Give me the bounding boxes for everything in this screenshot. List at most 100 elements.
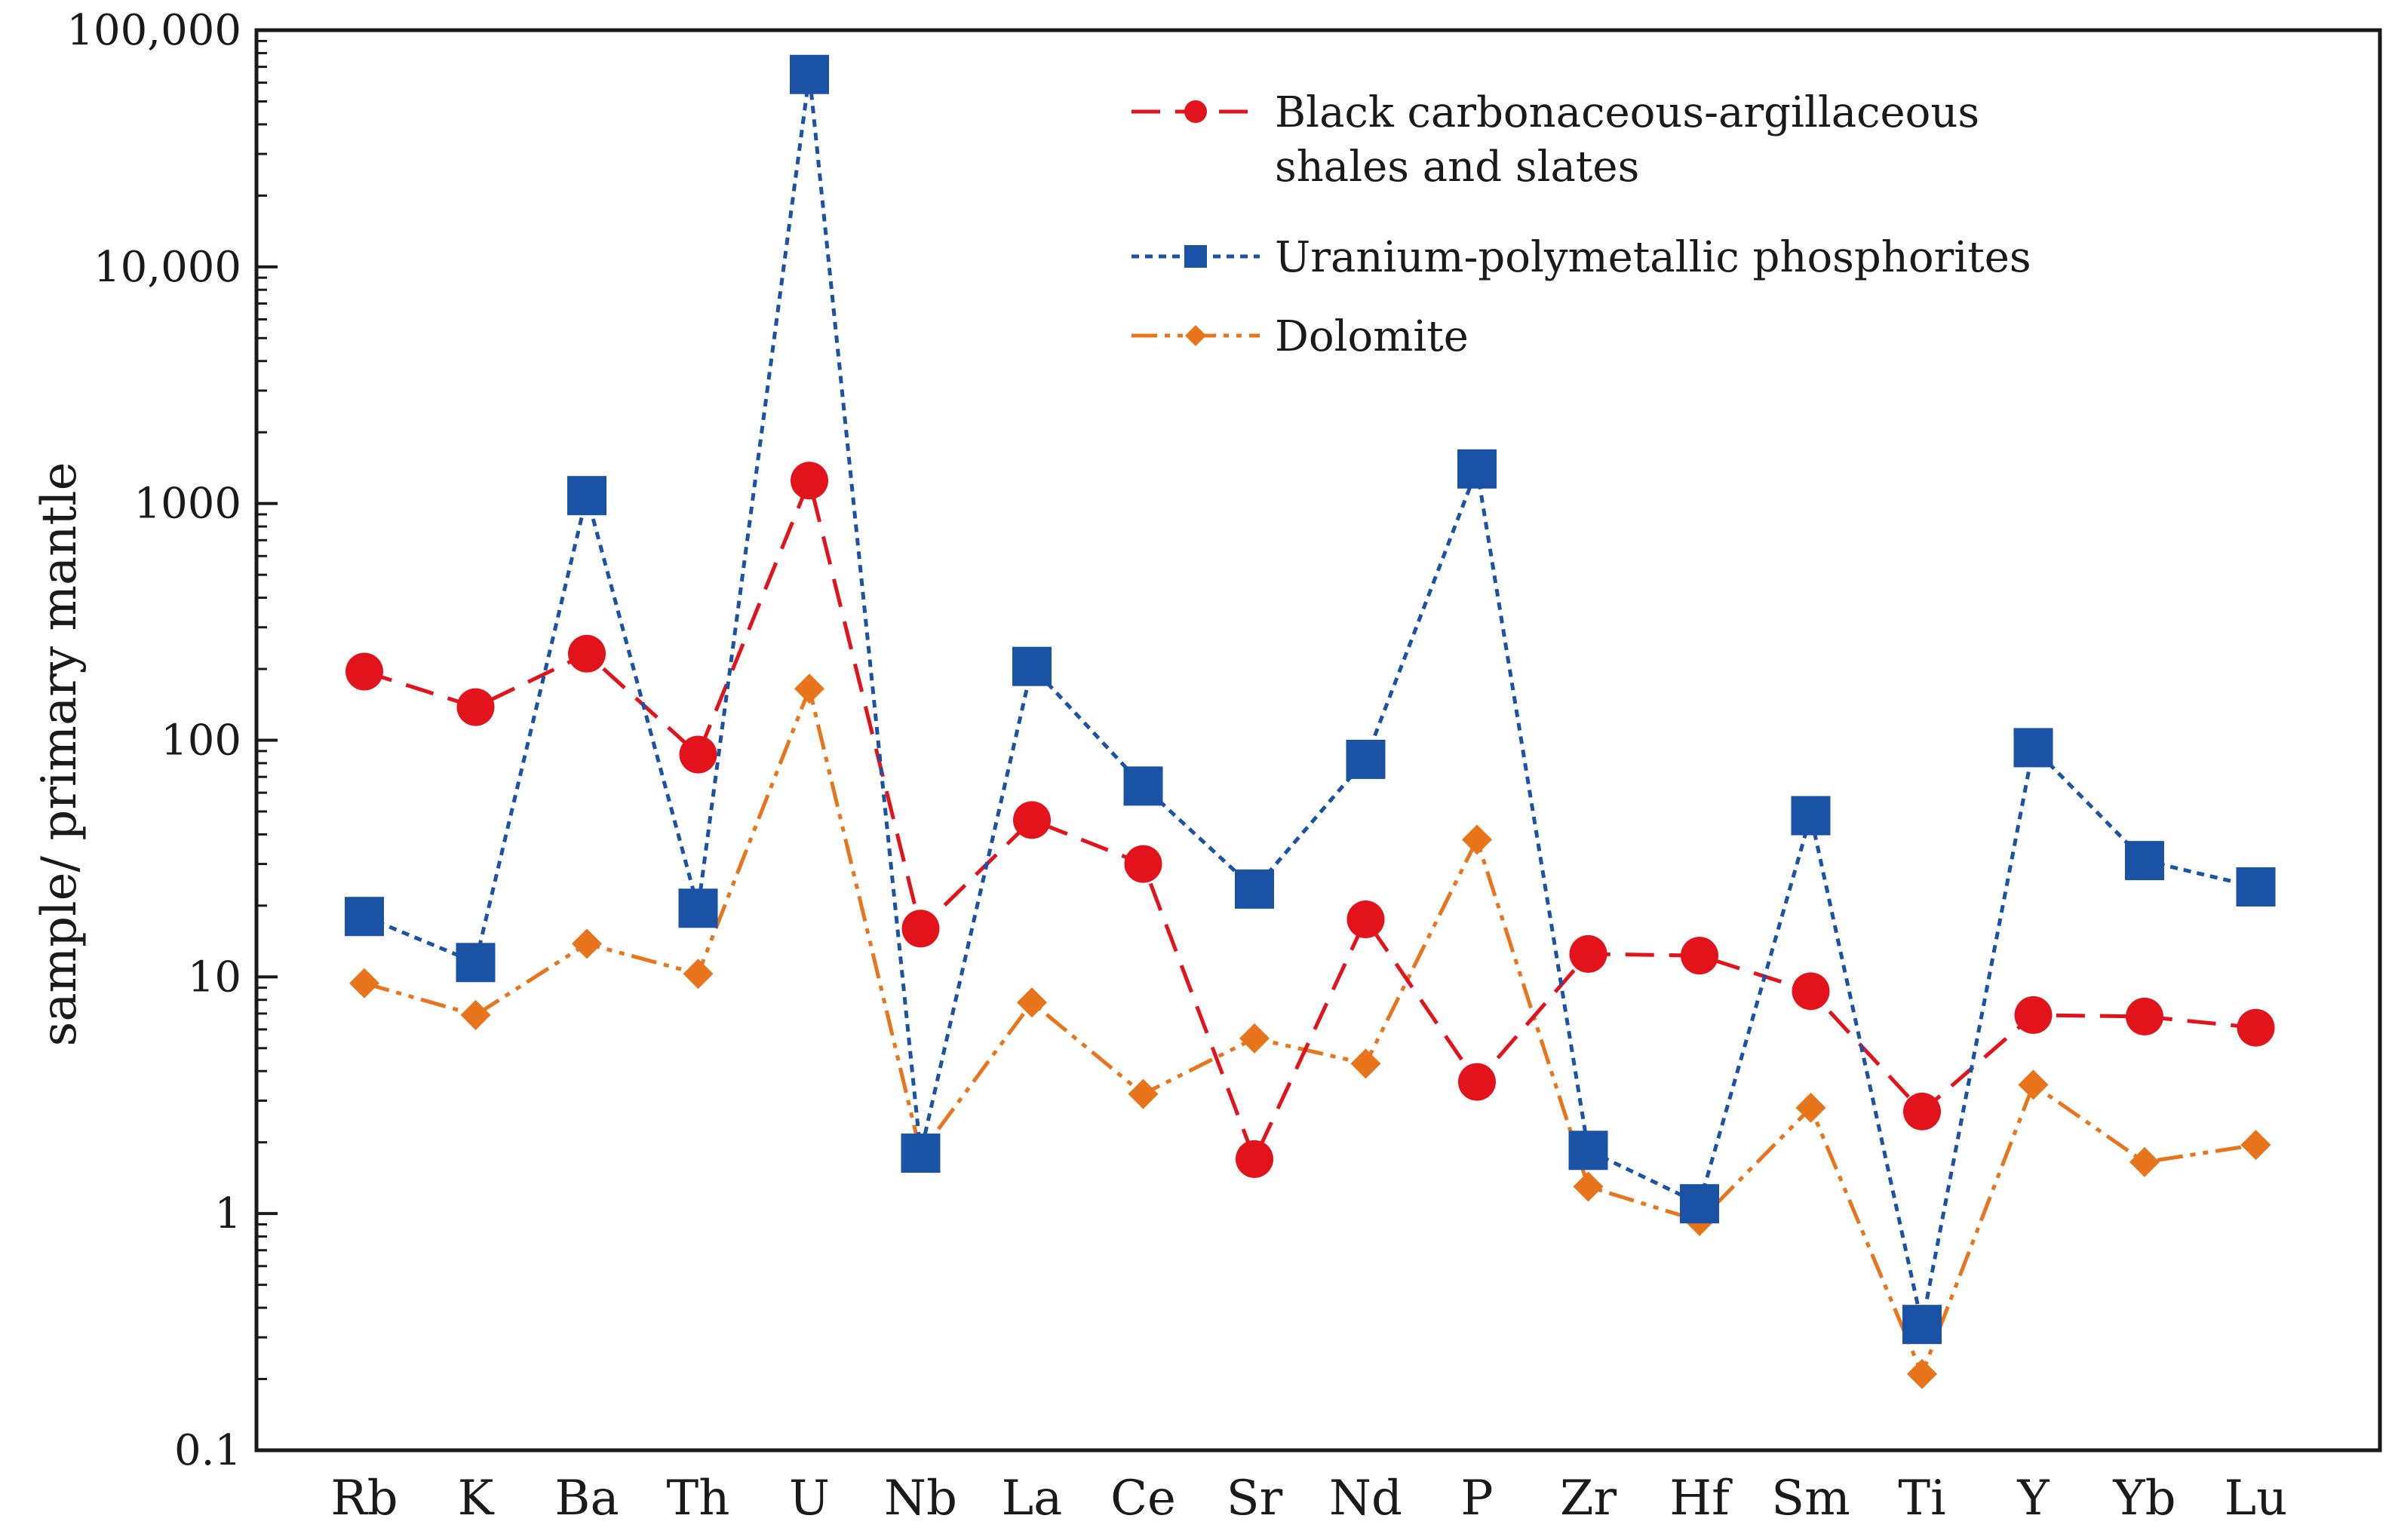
- data-point: [2126, 997, 2163, 1035]
- legend: Black carbonaceous-argillaceous shales an…: [1131, 88, 2031, 361]
- data-point: [1346, 900, 1385, 939]
- data-point: [349, 968, 379, 999]
- data-point: [1235, 869, 1274, 909]
- data-point: [1902, 1305, 1942, 1345]
- series-line: [364, 74, 2257, 1325]
- data-point: [901, 910, 940, 948]
- x-axis-category-labels: Rb K Ba Th U Nb La Ce Sr Nd P Zr Hf Sm Ti Y Yb Lu: [330, 1471, 2287, 1526]
- series-line: [364, 682, 2256, 1379]
- data-point: [1568, 1130, 1608, 1170]
- data-point: [1012, 646, 1052, 686]
- data-point: [2236, 867, 2276, 907]
- x-category-label: Y: [2016, 1471, 2050, 1526]
- series-3: [349, 673, 2271, 1389]
- x-category-label: Lu: [2225, 1471, 2288, 1526]
- x-category-label: P: [1460, 1471, 1493, 1526]
- data-point: [2014, 995, 2053, 1034]
- x-category-label: Zr: [1560, 1471, 1617, 1526]
- y-axis-ticks: [256, 29, 278, 1452]
- data-point: [1907, 1358, 1937, 1389]
- x-category-label: Sm: [1771, 1471, 1850, 1526]
- data-point: [2240, 1130, 2271, 1161]
- legend-label: Dolomite: [1275, 312, 1469, 361]
- data-point: [1680, 1184, 1719, 1224]
- data-point: [1239, 1023, 1270, 1054]
- data-point: [456, 688, 495, 726]
- y-tick-label: 1000: [134, 480, 241, 529]
- data-point: [683, 959, 714, 989]
- data-point: [1457, 449, 1497, 489]
- legend-label: shales and slates: [1275, 143, 1639, 192]
- x-category-label: K: [458, 1471, 495, 1526]
- x-category-label: Th: [667, 1471, 730, 1526]
- data-point: [1795, 1092, 1826, 1123]
- data-point: [2129, 1146, 2160, 1177]
- legend-entry-1: Black carbonaceous-argillaceous shales an…: [1131, 88, 1979, 192]
- x-category-label: Rb: [330, 1471, 398, 1526]
- series-line: [364, 474, 2256, 1164]
- data-point: [678, 888, 718, 928]
- data-point: [1791, 796, 1831, 836]
- data-point: [791, 462, 828, 500]
- data-point: [901, 1134, 941, 1173]
- data-point: [1128, 1078, 1159, 1109]
- x-category-label: Ti: [1898, 1471, 1945, 1526]
- x-category-label: Hf: [1669, 1471, 1733, 1526]
- y-tick-label: 100,000: [66, 6, 241, 55]
- data-point: [1236, 1140, 1273, 1178]
- x-category-label: Sr: [1227, 1471, 1283, 1526]
- data-point: [2013, 728, 2053, 768]
- data-point: [1123, 766, 1163, 806]
- data-point: [345, 652, 383, 691]
- data-point: [1903, 1092, 1941, 1130]
- plot-frame: [254, 28, 2382, 1453]
- data-point: [1350, 1048, 1381, 1079]
- data-point: [794, 673, 824, 704]
- y-axis-label: sample/ primary mantle: [32, 462, 88, 1047]
- data-point: [1017, 987, 1047, 1018]
- data-point: [2018, 1069, 2049, 1100]
- data-point: [1681, 937, 1718, 975]
- x-category-label: Ce: [1110, 1471, 1176, 1526]
- y-tick-label: 10: [188, 953, 241, 1002]
- data-point: [1346, 739, 1386, 779]
- data-point: [567, 476, 606, 516]
- x-category-label: Yb: [2112, 1471, 2175, 1526]
- x-category-label: Nb: [884, 1471, 957, 1526]
- data-point: [1458, 1063, 1496, 1101]
- series-2: [345, 54, 2276, 1345]
- data-point: [1573, 1171, 1604, 1202]
- data-point: [790, 54, 829, 94]
- legend-entry-3: Dolomite: [1131, 312, 1469, 361]
- x-category-label: Nd: [1329, 1471, 1402, 1526]
- data-point: [1124, 845, 1162, 883]
- legend-marker: [1184, 100, 1207, 123]
- y-tick-label: 100: [161, 716, 241, 765]
- y-tick-label: 0.1: [174, 1426, 241, 1475]
- data-point: [2125, 841, 2164, 881]
- series-1: [345, 462, 2275, 1178]
- series-layer: [345, 54, 2276, 1389]
- data-point: [679, 735, 717, 774]
- data-point: [1462, 824, 1492, 855]
- data-point: [1792, 972, 1830, 1011]
- legend-label: Black carbonaceous-argillaceous: [1275, 88, 1979, 137]
- data-point: [1013, 801, 1051, 839]
- y-tick-label: 1: [214, 1189, 241, 1238]
- legend-entry-2: Uranium-polymetallic phosphorites: [1131, 233, 2031, 282]
- y-tick-label: 10,000: [94, 243, 241, 292]
- x-category-label: La: [1002, 1471, 1063, 1526]
- data-point: [456, 943, 496, 983]
- x-category-label: U: [789, 1471, 830, 1526]
- y-axis-tick-labels: 0.1 1 10 100 1000 10,000 100,000: [66, 6, 241, 1475]
- data-point: [1569, 934, 1607, 973]
- x-category-label: Ba: [554, 1471, 619, 1526]
- data-point: [568, 634, 606, 673]
- legend-marker: [1185, 325, 1206, 346]
- data-point: [460, 999, 491, 1030]
- legend-marker: [1184, 245, 1207, 268]
- data-point: [345, 897, 384, 937]
- legend-label: Uranium-polymetallic phosphorites: [1275, 233, 2031, 282]
- data-point: [572, 928, 602, 959]
